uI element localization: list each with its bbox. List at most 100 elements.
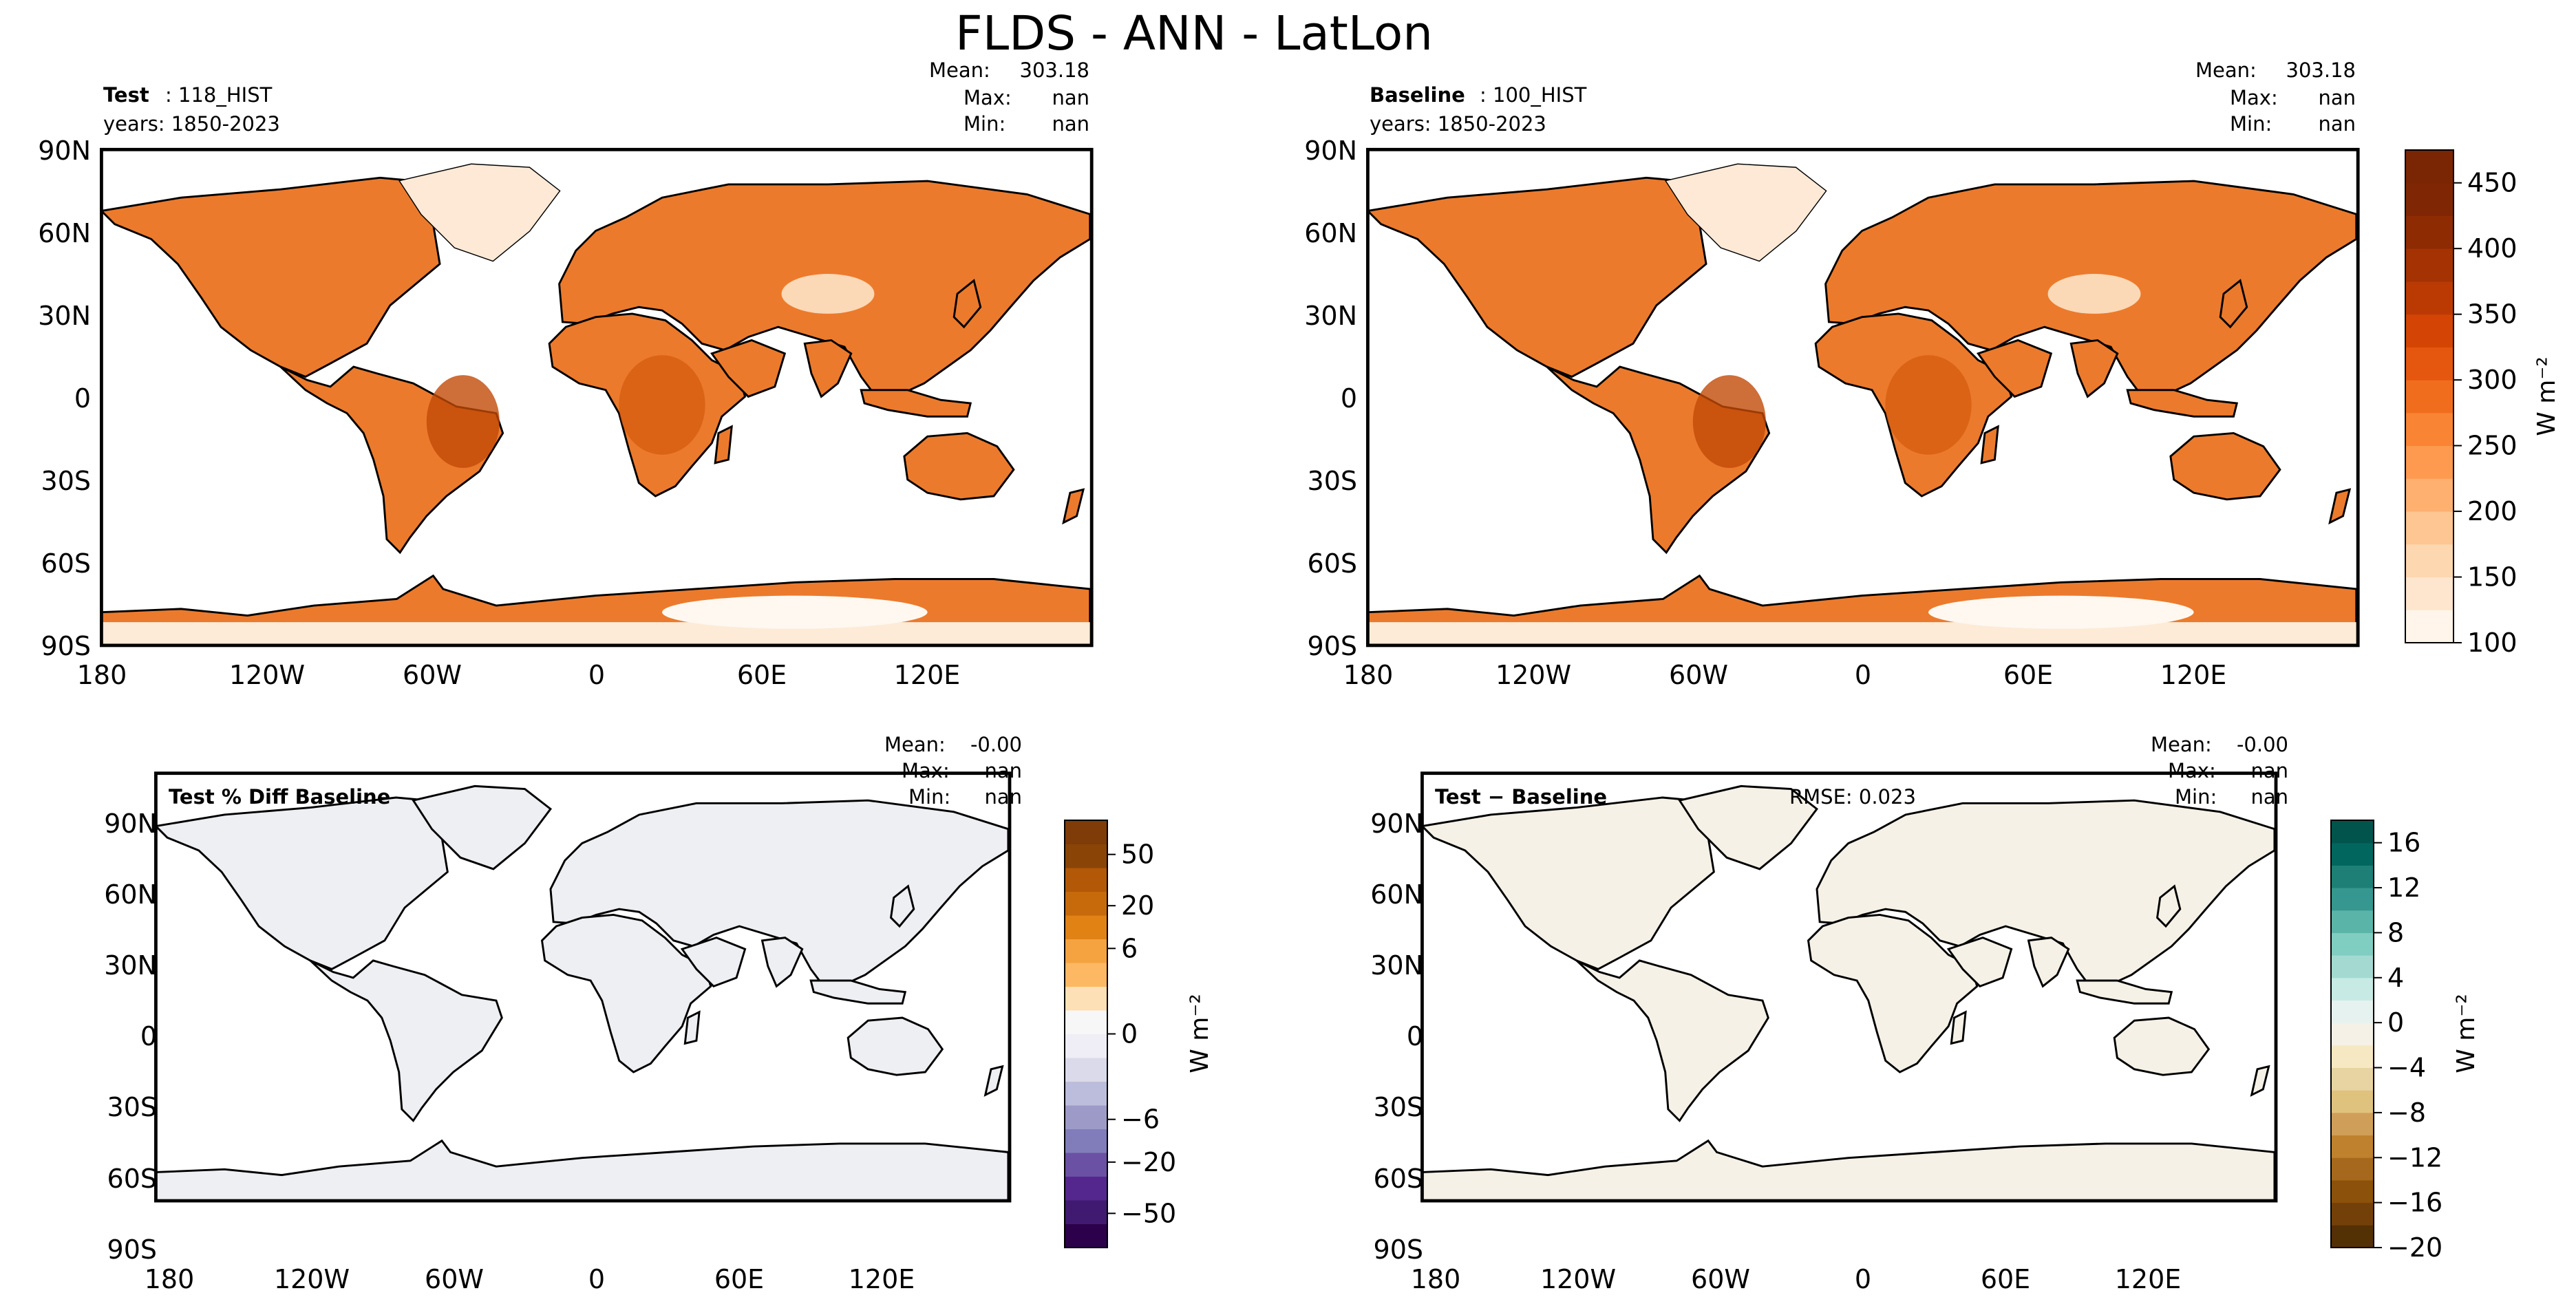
svg-text:120W: 120W bbox=[1540, 1264, 1616, 1294]
svg-text:30S: 30S bbox=[1308, 466, 1357, 496]
svg-text:0: 0 bbox=[1855, 1264, 1871, 1294]
svg-text:120E: 120E bbox=[2115, 1264, 2182, 1294]
panel-baseline-lon-ticks: 180 120W 60W 0 60E 120E bbox=[1343, 660, 2227, 690]
svg-text:180: 180 bbox=[1411, 1264, 1461, 1294]
svg-text:Min:: Min: bbox=[908, 785, 950, 809]
colorbar-swatch bbox=[2331, 1157, 2374, 1181]
svg-text:60E: 60E bbox=[2003, 660, 2053, 690]
colorbar-swatch bbox=[2331, 1067, 2374, 1091]
colorbar-swatch bbox=[2405, 380, 2453, 414]
svg-text:Max:: Max: bbox=[902, 759, 950, 782]
colorbar-swatch bbox=[1065, 868, 1107, 892]
map-pctdiff bbox=[154, 771, 1012, 1203]
svg-text:60S: 60S bbox=[1308, 548, 1357, 579]
svg-text:30S: 30S bbox=[1374, 1092, 1423, 1122]
svg-text:nan: nan bbox=[2318, 112, 2356, 136]
colorbar-field-unit: W m⁻² bbox=[2533, 356, 2561, 436]
colorbar-swatch bbox=[2405, 445, 2453, 479]
colorbar-swatch bbox=[1065, 1010, 1107, 1034]
colorbar-tick-label: −20 bbox=[1121, 1147, 1176, 1177]
colorbar-swatch bbox=[2331, 1112, 2374, 1136]
svg-text:Mean:: Mean: bbox=[929, 58, 990, 82]
svg-text:180: 180 bbox=[145, 1264, 195, 1294]
colorbar-swatch bbox=[1065, 820, 1107, 844]
svg-text:nan: nan bbox=[984, 785, 1022, 809]
svg-text:60N: 60N bbox=[1370, 879, 1423, 910]
colorbar-tick-label: 350 bbox=[2467, 299, 2518, 330]
svg-text:120E: 120E bbox=[849, 1264, 915, 1294]
svg-text:90N: 90N bbox=[1370, 809, 1423, 839]
svg-text:120E: 120E bbox=[894, 660, 961, 690]
colorbar-swatch bbox=[2331, 1000, 2374, 1023]
map-baseline bbox=[1366, 147, 2360, 648]
colorbar-tick-label: −4 bbox=[2387, 1053, 2426, 1083]
svg-text:-0.00: -0.00 bbox=[970, 733, 1022, 756]
svg-text:Max:: Max: bbox=[2168, 759, 2216, 782]
panel-test-label-bold: Test bbox=[103, 83, 149, 107]
colorbar-tick-label: 6 bbox=[1121, 933, 1138, 963]
colorbar-swatch bbox=[1065, 1081, 1107, 1106]
svg-text:nan: nan bbox=[984, 759, 1022, 782]
svg-text:Max:: Max: bbox=[964, 86, 1012, 109]
colorbar-swatch bbox=[2405, 182, 2453, 216]
colorbar-tick-label: 8 bbox=[2387, 917, 2404, 948]
svg-text:Mean:: Mean: bbox=[2195, 58, 2257, 82]
svg-text:90S: 90S bbox=[1374, 1234, 1423, 1265]
colorbar-swatch bbox=[2405, 281, 2453, 315]
colorbar-tick-label: 100 bbox=[2467, 628, 2518, 658]
colorbar-swatch bbox=[2405, 511, 2453, 545]
svg-text:Mean:: Mean: bbox=[884, 733, 946, 756]
svg-text:30N: 30N bbox=[38, 301, 91, 331]
panel-baseline: Baseline : 100_HIST years: 1850-2023 Mea… bbox=[1304, 58, 2360, 690]
colorbar-swatch bbox=[1065, 986, 1107, 1011]
panel-test: Test : 118_HIST years: 1850-2023 Mean: 3… bbox=[38, 58, 1094, 690]
svg-text:30S: 30S bbox=[41, 466, 91, 496]
panel-pctdiff-lon-ticks: 180 120W 60W 0 60E 120E bbox=[145, 1264, 915, 1294]
colorbar-swatch bbox=[2331, 910, 2374, 933]
panel-diff-rmse: RMSE: 0.023 bbox=[1789, 785, 1916, 809]
svg-text:0: 0 bbox=[1341, 383, 1357, 414]
colorbar-swatch bbox=[1065, 1129, 1107, 1153]
panel-test-lat-ticks: 90N 60N 30N 0 30S 60S 90S bbox=[38, 136, 91, 661]
colorbar-swatch bbox=[2331, 977, 2374, 1001]
svg-text:Max:: Max: bbox=[2230, 86, 2278, 109]
colorbar-tick-label: −16 bbox=[2387, 1188, 2442, 1218]
colorbar-swatch bbox=[2405, 248, 2453, 282]
panel-test-years: years: 1850-2023 bbox=[103, 112, 280, 136]
svg-text:60N: 60N bbox=[38, 218, 91, 248]
colorbar-tick-label: 4 bbox=[2387, 963, 2404, 993]
colorbar-swatch bbox=[2331, 865, 2374, 888]
map-test bbox=[100, 147, 1094, 648]
colorbar-tick-label: 16 bbox=[2387, 828, 2420, 858]
panel-baseline-label-rest: : 100_HIST bbox=[1480, 83, 1587, 107]
svg-text:0: 0 bbox=[1407, 1021, 1423, 1051]
svg-text:60W: 60W bbox=[1691, 1264, 1750, 1294]
colorbar-tick-label: −12 bbox=[2387, 1142, 2442, 1173]
colorbar-swatch bbox=[1065, 1153, 1107, 1177]
colorbar-swatch bbox=[1065, 939, 1107, 963]
svg-text:60E: 60E bbox=[737, 660, 787, 690]
colorbar-swatch bbox=[2331, 955, 2374, 979]
panel-baseline-years: years: 1850-2023 bbox=[1370, 112, 1546, 136]
colorbar-tick-label: 50 bbox=[1121, 840, 1154, 870]
svg-text:0: 0 bbox=[588, 660, 605, 690]
panel-baseline-label-bold: Baseline bbox=[1370, 83, 1465, 107]
panel-diff-lat-ticks: 90N 60N 30N 0 30S 60S 90S bbox=[1370, 809, 1423, 1265]
svg-text:120E: 120E bbox=[2160, 660, 2227, 690]
colorbar-swatch bbox=[1065, 1223, 1107, 1248]
svg-text:60W: 60W bbox=[1669, 660, 1728, 690]
panel-diff-stats: Mean: -0.00 Max: nan Min: nan bbox=[2151, 733, 2288, 809]
colorbar-diff: 16 12 8 4 0 −4 −8 −12 −16 −20 W m⁻² bbox=[2330, 820, 2480, 1263]
colorbar-swatch bbox=[2331, 888, 2374, 911]
colorbar-swatch bbox=[2331, 842, 2374, 866]
colorbar-tick-label: 450 bbox=[2467, 168, 2518, 198]
colorbar-swatch bbox=[2405, 347, 2453, 381]
svg-text:30N: 30N bbox=[1304, 301, 1357, 331]
svg-text:120W: 120W bbox=[274, 1264, 350, 1294]
svg-text:303.18: 303.18 bbox=[2286, 58, 2356, 82]
svg-text:30S: 30S bbox=[107, 1092, 157, 1122]
colorbar-swatch bbox=[2331, 1090, 2374, 1113]
svg-text:90N: 90N bbox=[104, 809, 157, 839]
panel-pctdiff-lat-ticks: 90N 60N 30N 0 30S 60S 90S bbox=[104, 809, 157, 1265]
